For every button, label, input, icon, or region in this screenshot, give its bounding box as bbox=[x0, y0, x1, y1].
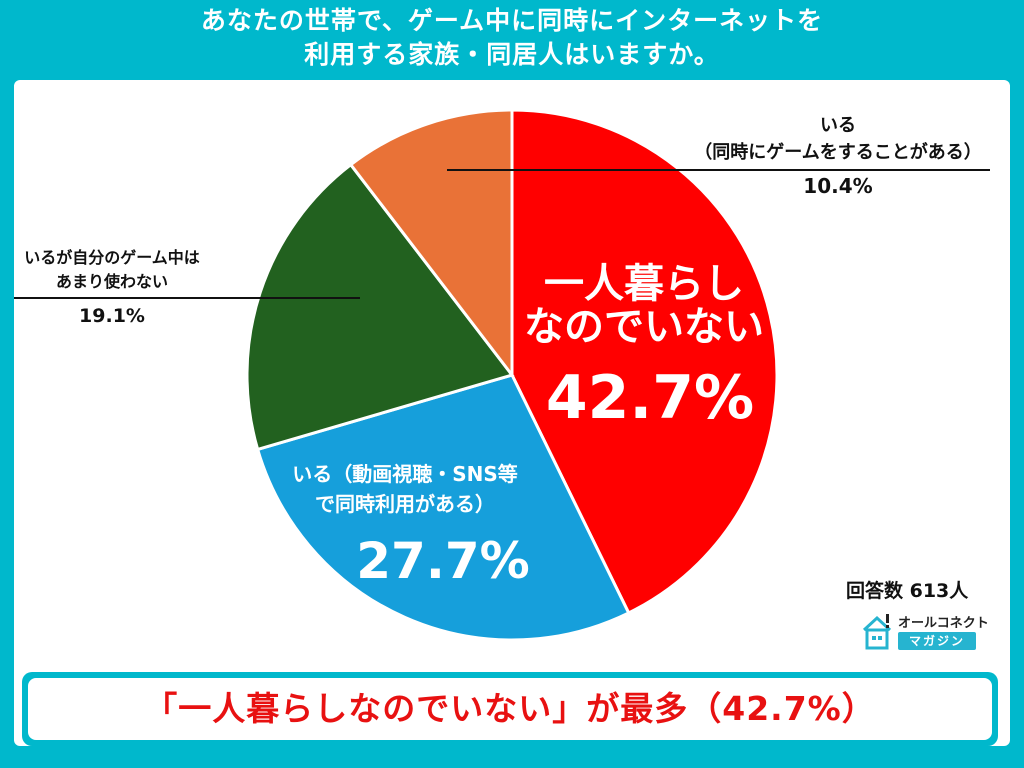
slice-label-2-line-1: あまり使わない bbox=[56, 272, 168, 291]
title-line-2: 利用する家族・同居人はいますか。 bbox=[304, 40, 720, 69]
respondent-count: 回答数 613人 bbox=[846, 580, 969, 602]
house-icon bbox=[862, 614, 892, 650]
slice-value-0: 42.7% bbox=[546, 363, 754, 433]
slice-label-1-line-0: いる（動画視聴・SNS等 bbox=[292, 462, 518, 486]
slice-value-2: 19.1% bbox=[79, 305, 145, 327]
logo-sub-text: マガジン bbox=[898, 632, 976, 650]
slice-value-1: 27.7% bbox=[356, 532, 529, 590]
slice-value-3: 10.4% bbox=[803, 174, 872, 198]
slice-label-1-line-1: で同時利用がある） bbox=[315, 492, 495, 516]
slice-label-2-line-0: いるが自分のゲーム中は bbox=[24, 248, 200, 267]
chart-title: あなたの世帯で、ゲーム中に同時にインターネットを 利用する家族・同居人はいますか… bbox=[0, 0, 1024, 80]
slice-label-0-line-1: なのでいない bbox=[524, 304, 764, 350]
slice-label-3-line-1: （同時にゲームをすることがある） bbox=[694, 141, 981, 163]
summary-banner: 「一人暮らしなのでいない」が最多（42.7%） bbox=[22, 672, 998, 746]
slice-label-3-line-0: いる bbox=[820, 115, 856, 136]
logo-brand-text: オールコネクト bbox=[898, 616, 989, 631]
title-line-1: あなたの世帯で、ゲーム中に同時にインターネットを bbox=[200, 6, 824, 35]
slice-label-0-line-0: 一人暮らし bbox=[544, 261, 744, 307]
pie-slice-1 bbox=[255, 373, 631, 642]
pie-slice-2 bbox=[245, 162, 515, 452]
pie-slice-3 bbox=[348, 108, 514, 380]
summary-text: 「一人暮らしなのでいない」が最多（42.7%） bbox=[28, 678, 992, 740]
brand-logo: オールコネクト マガジン bbox=[862, 610, 989, 654]
pie-slice-0 bbox=[510, 108, 779, 615]
